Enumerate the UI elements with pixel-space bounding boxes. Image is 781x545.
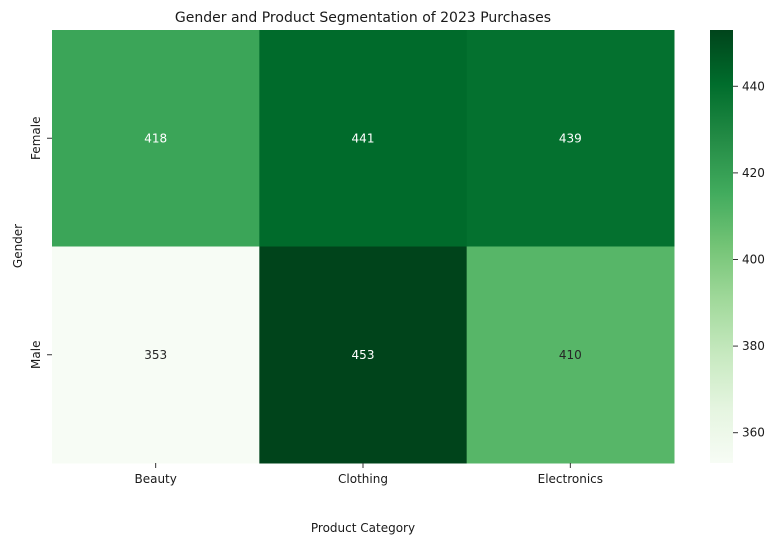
y-tick-label: Male	[29, 341, 43, 369]
chart-title: Gender and Product Segmentation of 2023 …	[175, 10, 551, 26]
heatmap-cell	[466, 30, 675, 247]
cell-value-label: 410	[559, 348, 582, 362]
cell-value-label: 418	[144, 131, 167, 145]
heatmap-cell	[52, 30, 260, 247]
cell-value-label: 439	[559, 131, 582, 145]
x-tick-label: Beauty	[134, 472, 176, 486]
cell-value-label: 353	[144, 348, 167, 362]
colorbar-tick-label: 380	[742, 339, 765, 353]
x-axis-ticks: Beauty Clothing Electronics	[134, 463, 603, 486]
x-axis-label: Product Category	[311, 521, 415, 535]
heatmap-cells	[52, 30, 675, 464]
y-axis-ticks: Female Male	[29, 117, 52, 369]
colorbar-tick-label: 360	[742, 426, 765, 440]
colorbar-ticks: 360 380 400 420 440	[733, 79, 765, 440]
colorbar-tick-label: 420	[742, 166, 765, 180]
y-axis-label: Gender	[11, 224, 25, 268]
x-tick-label: Electronics	[538, 472, 603, 486]
heatmap-cell-labels: 418 441 439 353 453 410	[144, 131, 582, 362]
colorbar-tick-label: 400	[742, 252, 765, 266]
heatmap-cell	[259, 246, 468, 464]
y-tick-label: Female	[29, 117, 43, 160]
cell-value-label: 453	[352, 348, 375, 362]
colorbar	[710, 30, 733, 463]
heatmap-cell	[52, 246, 260, 464]
heatmap-cell	[259, 30, 468, 247]
cell-value-label: 441	[352, 131, 375, 145]
colorbar-tick-label: 440	[742, 79, 765, 93]
x-tick-label: Clothing	[338, 472, 388, 486]
heatmap-cell	[466, 246, 675, 464]
